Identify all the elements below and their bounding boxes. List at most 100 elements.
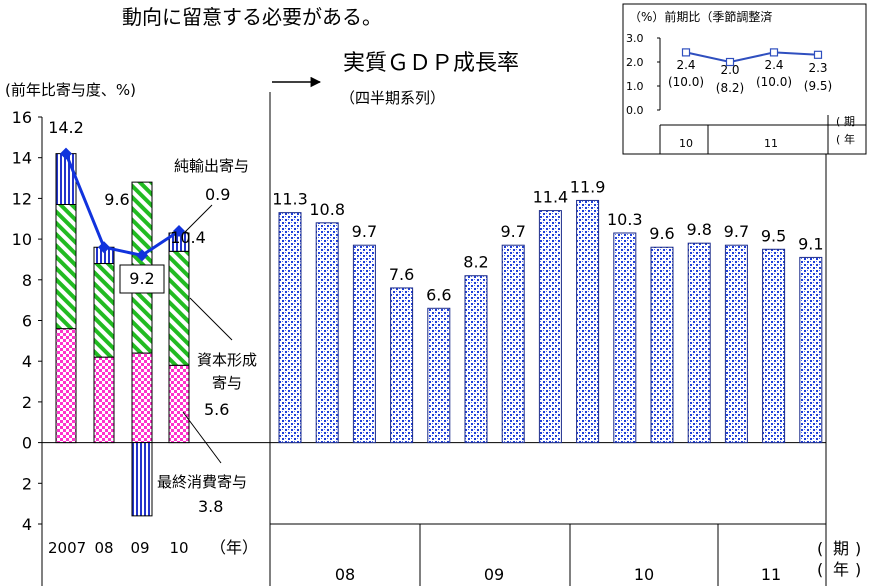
annotation-capital-2: 寄与 [212, 374, 242, 392]
y-tick-label: 12 [12, 189, 32, 208]
bar-consumption [55, 328, 77, 444]
quarter-value-label: 9.7 [500, 222, 525, 241]
total-label: 10.4 [170, 228, 206, 247]
quarterly-x-paren-open-1: ( [817, 539, 823, 558]
x-axis: 2007 08 09 10 08 09 10 11 [48, 524, 781, 586]
quarter-value-label: 9.6 [649, 224, 674, 243]
inset-series: 3.0 2.0 1.0 0.0 2.4 2.0 2.4 2.3 (10.0) (8.2) (10.0… [626, 32, 832, 150]
inset-annualized-label: (8.2) [716, 81, 744, 95]
total-label-box [119, 264, 165, 294]
inset-title: （%）前期比（季節調整済 [629, 9, 772, 24]
inset-value-label: 2.4 [676, 58, 695, 72]
y-tick-label: 6 [22, 312, 32, 331]
inset-value-label: 2.3 [808, 61, 827, 75]
annual-x-label: 08 [94, 539, 113, 557]
bar-consumption [131, 352, 153, 444]
inset-year-label: 11 [764, 137, 778, 150]
quarter-value-label: 11.3 [272, 190, 308, 209]
quarter-value-label: 9.7 [352, 222, 377, 241]
inset-year-label: 10 [679, 137, 693, 150]
annual-x-unit: （年） [210, 538, 258, 557]
quarter-value-label: 9.1 [798, 234, 823, 253]
quarter-bar [724, 244, 748, 444]
quarterly-bars: 11.310.8 9.7 7.6 6.6 8.2 9.7 11.411.910.3 9.6 9.… [272, 177, 824, 444]
bar-capital [93, 263, 115, 358]
quarterly-x-paren-close-1: ) [855, 539, 861, 558]
quarter-year-label: 08 [335, 565, 355, 584]
annotation-net-exports-leader [184, 204, 213, 233]
inset-x-paren-1: ( [836, 115, 840, 128]
bar-capital [55, 204, 77, 330]
bar-consumption [93, 356, 115, 444]
inset-y-tick-label: 0.0 [626, 104, 644, 117]
inset-frame [622, 3, 867, 155]
inset-annualized-label: (10.0) [668, 75, 704, 89]
y-axis-label: (前年比寄与度、%) [5, 81, 136, 99]
total-marker [98, 241, 110, 254]
page-heading: 動向に留意する必要がある。 [122, 5, 382, 29]
y-tick-label: 16 [12, 108, 32, 127]
annotation-consumption: 最終消費寄与 [157, 473, 247, 491]
y-tick-label: 2 [22, 474, 32, 493]
annual-bars [55, 153, 190, 517]
quarter-bar [762, 248, 786, 444]
inset-marker [769, 48, 779, 57]
quarter-bar [352, 244, 376, 444]
inset-marker [725, 57, 735, 67]
bar-consumption [168, 364, 190, 444]
quarter-bar [427, 307, 451, 444]
quarter-value-label: 9.8 [686, 220, 711, 239]
quarter-bar [687, 242, 711, 444]
quarter-bar [613, 232, 637, 444]
total-marker [136, 249, 148, 262]
quarterly-x-year: 年 [833, 560, 849, 579]
quarterly-x-period: 期 [833, 539, 849, 558]
annotation-net-exports-value: 0.9 [205, 185, 230, 204]
annotation-capital-value: 5.6 [204, 400, 229, 419]
inset-y-tick-label: 1.0 [626, 80, 644, 93]
quarter-value-label: 9.7 [724, 222, 749, 241]
y-tick-label: 8 [22, 271, 32, 290]
annual-total-line: 14.2 9.6 9.2 10.4 [48, 118, 206, 294]
quarter-value-label: 9.5 [761, 226, 786, 245]
quarter-year-label: 11 [761, 565, 781, 584]
y-tick-label: 10 [12, 230, 32, 249]
inset-x-period: 期 [844, 115, 855, 128]
bar-net-exports [131, 442, 153, 517]
quarter-value-label: 11.4 [533, 188, 569, 207]
quarter-bar [538, 210, 562, 444]
bar-net-exports [55, 153, 77, 206]
annual-x-label: 09 [130, 539, 149, 557]
total-line [64, 153, 180, 257]
annotation-consumption-value: 3.8 [198, 497, 223, 516]
inset-marker [813, 50, 823, 59]
y-tick-label: 14 [12, 149, 32, 168]
inset-chart: （%）前期比（季節調整済 期 年 ( ( 3.0 2.0 1.0 0.0 2.4 2.0 2… [622, 3, 867, 155]
quarterly-x-paren-open-2: ( [817, 560, 823, 579]
quarter-bar [576, 199, 600, 444]
y-tick-label: 2 [22, 393, 32, 412]
inset-line [685, 51, 819, 64]
inset-y-tick-label: 2.0 [626, 56, 644, 69]
inset-annualized-label: (10.0) [756, 75, 792, 89]
quarter-bar [501, 244, 525, 444]
total-label: 9.2 [129, 269, 154, 288]
quarter-bar [390, 287, 414, 444]
annotation-net-exports: 純輸出寄与 [174, 157, 249, 175]
quarter-year-label: 09 [484, 565, 504, 584]
total-label: 14.2 [48, 118, 84, 137]
quarter-value-label: 10.3 [607, 210, 643, 229]
quarter-value-label: 10.8 [309, 200, 345, 219]
quarter-value-label: 11.9 [570, 177, 606, 196]
y-tick-label: 4 [22, 352, 32, 371]
quarter-year-label: 10 [634, 565, 654, 584]
quarter-bar [650, 246, 674, 444]
inset-marker [681, 48, 691, 57]
bar-capital [168, 250, 190, 366]
chart-subtitle: （四半期系列） [340, 89, 445, 107]
inset-x-year: 年 [844, 132, 855, 146]
quarterly-x-paren-close-2: ) [855, 560, 861, 579]
annual-x-label: 2007 [48, 539, 86, 557]
inset-y-tick-label: 3.0 [626, 32, 644, 45]
